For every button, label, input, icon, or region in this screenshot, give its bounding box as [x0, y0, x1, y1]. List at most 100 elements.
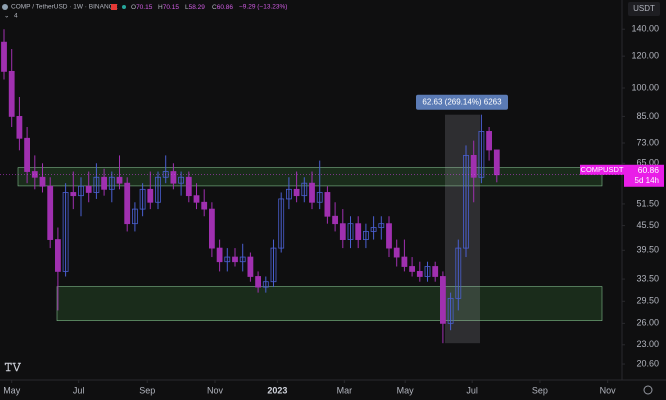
- ohlc-key: H: [158, 4, 163, 11]
- ohlc-value: 70.15: [163, 4, 180, 11]
- candle-body: [31, 171, 38, 178]
- candle-body: [224, 256, 231, 263]
- ohlc-item: O70.15: [131, 4, 153, 11]
- zone: [56, 286, 603, 321]
- x-tick-label: May: [3, 385, 21, 395]
- ohlc-item: L58.29: [185, 4, 205, 11]
- candle-body: [455, 247, 462, 299]
- candle-body: [162, 171, 169, 178]
- currency[interactable]: USDT: [633, 4, 655, 13]
- symbol-tag: [580, 164, 624, 175]
- candle-body: [201, 201, 208, 210]
- ohlc-item: H70.15: [158, 4, 179, 11]
- logo: 𝚃𝚅: [4, 360, 21, 374]
- candle-body: [439, 276, 446, 324]
- x-tick-label: Jul: [73, 385, 85, 395]
- x-tick-label: Sep: [532, 385, 548, 395]
- candle-body: [101, 176, 108, 190]
- candle-body: [416, 271, 423, 277]
- candle-body: [155, 176, 161, 203]
- candle-body: [85, 185, 92, 193]
- candle-body: [339, 223, 346, 240]
- ohlc-key: C: [212, 4, 217, 11]
- candle-body: [8, 70, 15, 117]
- candle-body: [70, 192, 77, 197]
- collapse-icon[interactable]: ⌄: [4, 13, 9, 20]
- price-tag-value: 60.86: [638, 165, 660, 175]
- candle-body: [62, 192, 69, 272]
- y-tick-label: 29.50: [636, 296, 659, 306]
- candle-body: [262, 281, 269, 288]
- candle-body: [370, 227, 377, 232]
- symbol: COMP / TetherUSD · 1W · BINANCE: [11, 4, 118, 11]
- candle-body: [1, 41, 7, 72]
- y-tick-label: 33.50: [636, 273, 659, 283]
- candle-body: [170, 171, 177, 184]
- ohlc-value: 60.86: [217, 4, 234, 11]
- candle-body: [386, 223, 392, 249]
- x-tick-label: 2023: [267, 385, 287, 395]
- x-tick-label: Jul: [466, 385, 478, 395]
- y-tick-label: 140.00: [631, 24, 659, 34]
- logo-mark: 𝚃𝚅: [4, 360, 21, 374]
- symbol-tag-text: COMPUSDT: [581, 165, 624, 174]
- ohlc-key: L: [185, 4, 189, 11]
- candle-body: [324, 192, 331, 217]
- y-tick-label: 23.00: [636, 339, 659, 349]
- candle-body: [432, 266, 439, 277]
- x-tick-label: Sep: [139, 385, 155, 395]
- candle-body: [286, 188, 292, 200]
- candle-body: [278, 198, 285, 249]
- candle-body: [132, 208, 138, 225]
- currency-button[interactable]: [628, 2, 660, 16]
- candle-body: [185, 176, 192, 197]
- candle-body: [332, 215, 339, 225]
- candle-body: [316, 192, 323, 203]
- x-tick-label: Mar: [337, 385, 353, 395]
- candle-body: [116, 176, 123, 184]
- y-tick-label: 45.50: [636, 220, 659, 230]
- indicator-count[interactable]: 4: [14, 13, 18, 20]
- candle-body: [270, 247, 277, 283]
- y-tick-label: 39.50: [636, 245, 659, 255]
- candle-body: [255, 276, 262, 288]
- candle-body: [293, 188, 300, 197]
- candle-body: [216, 247, 223, 263]
- measure-label: 62.63 (269.14%) 6263: [422, 97, 502, 106]
- candle-body: [124, 182, 131, 225]
- candle-body: [93, 176, 100, 193]
- candle-body: [478, 131, 485, 178]
- settings-icon[interactable]: [643, 385, 653, 395]
- y-tick-label: 85.00: [636, 111, 659, 121]
- candle-body: [209, 208, 215, 249]
- candle-body: [16, 116, 23, 139]
- candle-body: [378, 223, 385, 228]
- price-tag-countdown: 5d 14h: [635, 176, 659, 185]
- candle-body: [108, 176, 115, 190]
- candle-body: [239, 256, 246, 263]
- symbol-icon: [2, 4, 8, 10]
- candle-body: [193, 195, 200, 203]
- y-tick-label: 65.00: [636, 158, 659, 168]
- change: −9.29 (−13.23%): [239, 4, 287, 11]
- header: COMP / TetherUSD · 1W · BINANCE 4 ⌄ O70.…: [2, 4, 287, 20]
- candle-body: [347, 223, 354, 240]
- candle-body: [24, 137, 31, 172]
- candle-body: [355, 223, 362, 240]
- y-tick-label: 20.60: [636, 358, 659, 368]
- ohlc-key: O: [131, 4, 136, 11]
- candle-body: [447, 297, 454, 324]
- candle-body: [232, 256, 238, 263]
- ohlc-value: 70.15: [136, 4, 153, 11]
- x-tick-label: Nov: [600, 385, 617, 395]
- status-icon: [122, 5, 126, 9]
- candle-body: [470, 154, 477, 178]
- candle-body: [486, 131, 492, 151]
- ohlc-item: C60.86: [212, 4, 233, 11]
- x-tick-label: Nov: [207, 385, 224, 395]
- candle-body: [463, 154, 469, 249]
- y-tick-label: 73.00: [636, 137, 659, 147]
- candle-body: [147, 188, 154, 203]
